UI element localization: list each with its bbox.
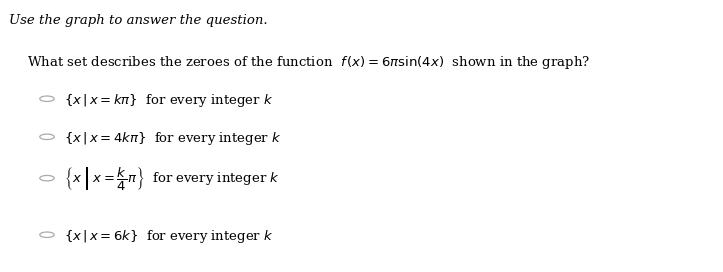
Text: $\left\{x\,\middle|\,x = \dfrac{k}{4}\pi\right\}$  for every integer $k$: $\left\{x\,\middle|\,x = \dfrac{k}{4}\pi… xyxy=(64,166,279,193)
Text: What set describes the zeroes of the function  $f\,(x) = 6\pi\sin(4x)$  shown in: What set describes the zeroes of the fun… xyxy=(27,54,591,71)
Text: Use the graph to answer the question.: Use the graph to answer the question. xyxy=(9,14,268,27)
Text: $\{x\,|\,x = 6k\}$  for every integer $k$: $\{x\,|\,x = 6k\}$ for every integer $k$ xyxy=(64,228,273,245)
Text: $\{x\,|\,x = 4k\pi\}$  for every integer $k$: $\{x\,|\,x = 4k\pi\}$ for every integer … xyxy=(64,130,281,147)
Text: $\{x\,|\,x = k\pi\}$  for every integer $k$: $\{x\,|\,x = k\pi\}$ for every integer $… xyxy=(64,92,273,109)
